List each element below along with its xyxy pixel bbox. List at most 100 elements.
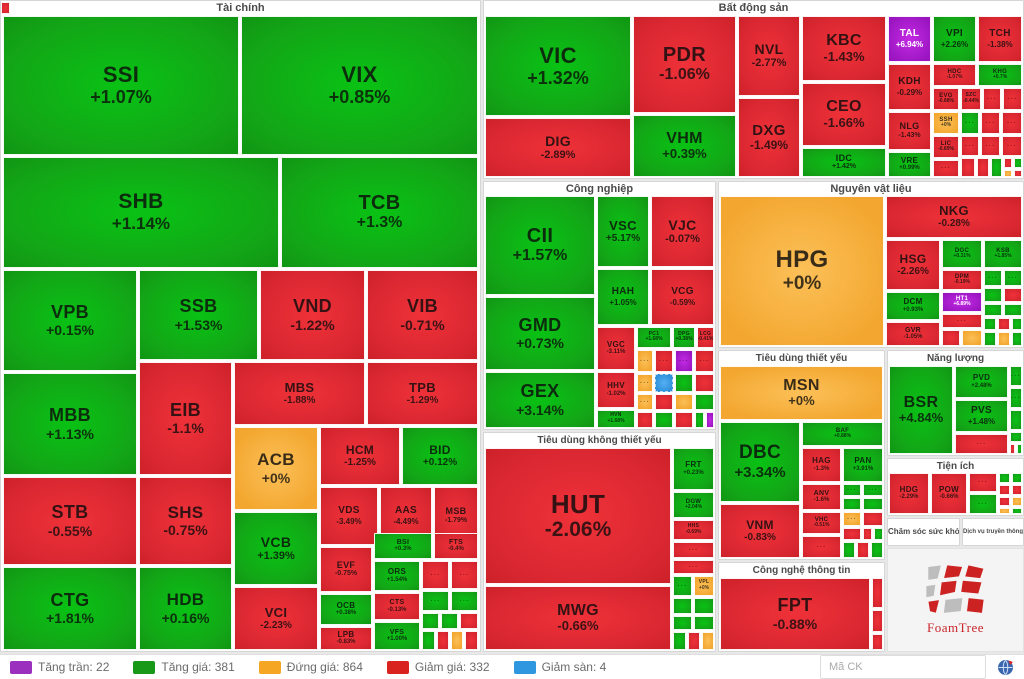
stock-ors[interactable]: ORS +1.54% (374, 561, 420, 591)
stock-tile[interactable]: ··· (673, 542, 714, 558)
stock-tile[interactable] (1004, 170, 1012, 177)
stock-ssi[interactable]: SSI +1.07% (3, 16, 239, 155)
stock-tile[interactable] (694, 598, 714, 614)
stock-tile[interactable] (1004, 288, 1022, 302)
stock-ssb[interactable]: SSB +1.53% (139, 270, 258, 360)
stock-tile[interactable]: ··· (843, 484, 861, 496)
stock-tile[interactable] (451, 631, 463, 650)
stock-tile[interactable] (673, 598, 692, 614)
stock-tile[interactable] (999, 508, 1010, 514)
stock-vnd[interactable]: VND -1.22% (260, 270, 365, 360)
stock-tile[interactable] (655, 374, 673, 392)
stock-tile[interactable]: ··· (802, 536, 841, 558)
stock-tile[interactable] (984, 332, 996, 346)
stock-tile[interactable] (437, 631, 449, 650)
stock-lcg[interactable]: LCG -0.41% (697, 327, 714, 348)
stock-bsr[interactable]: BSR +4.84% (889, 366, 953, 454)
stock-tile[interactable]: ··· (637, 374, 653, 392)
stock-hdb[interactable]: HDB +0.16% (139, 567, 232, 650)
stock-tile[interactable]: ··· (1003, 88, 1022, 110)
stock-pvs[interactable]: PVS +1.48% (955, 400, 1008, 432)
stock-lic[interactable]: LIC -0.89% (933, 136, 959, 158)
stock-tile[interactable] (702, 632, 714, 650)
stock-tile[interactable] (422, 613, 439, 629)
stock-tile[interactable]: ··· (675, 350, 693, 372)
stock-tile[interactable] (863, 512, 883, 526)
stock-hhv[interactable]: HHV -1.02% (597, 372, 635, 408)
stock-pow[interactable]: POW -0.66% (931, 473, 967, 514)
stock-tile[interactable] (1012, 473, 1022, 483)
stock-shb[interactable]: SHB +1.14% (3, 157, 279, 268)
stock-tile[interactable]: ··· (637, 350, 653, 372)
stock-ocb[interactable]: OCB +0.38% (320, 594, 372, 625)
stock-vic[interactable]: VIC +1.32% (485, 16, 631, 116)
stock-tile[interactable]: ··· (981, 136, 1000, 156)
stock-tile[interactable] (695, 412, 704, 428)
stock-tile[interactable]: ··· (1010, 388, 1022, 408)
stock-tile[interactable]: ··· (961, 112, 979, 134)
stock-pvd[interactable]: PVD +2.48% (955, 366, 1008, 398)
stock-tile[interactable]: ··· (422, 561, 449, 589)
stock-tal[interactable]: TAL +6.94% (888, 16, 931, 62)
stock-tile[interactable] (1004, 304, 1022, 316)
stock-tile[interactable]: ··· (1002, 112, 1022, 134)
stock-tile[interactable] (961, 158, 975, 177)
stock-tile[interactable] (673, 632, 686, 650)
stock-tile[interactable] (465, 631, 478, 650)
stock-kbc[interactable]: KBC -1.43% (802, 16, 886, 81)
stock-vre[interactable]: VRE +0.99% (888, 152, 931, 177)
stock-tile[interactable] (673, 616, 692, 630)
stock-stb[interactable]: STB -0.55% (3, 477, 137, 565)
stock-dig[interactable]: DIG -2.89% (485, 118, 631, 177)
stock-tile[interactable] (843, 528, 861, 540)
stock-tile[interactable] (441, 613, 458, 629)
stock-tile[interactable] (984, 288, 1002, 302)
stock-vjc[interactable]: VJC -0.07% (651, 196, 714, 267)
stock-szc[interactable]: SZC -0.44% (961, 88, 981, 110)
stock-vfs[interactable]: VFS +1.00% (374, 622, 420, 650)
stock-vgc[interactable]: VGC -3.11% (597, 327, 635, 370)
stock-tile[interactable]: ··· (673, 560, 714, 574)
stock-vpi[interactable]: VPI +2.26% (933, 16, 976, 62)
stock-anv[interactable]: ANV -1.6% (802, 484, 841, 510)
stock-cii[interactable]: CII +1.57% (485, 196, 595, 295)
stock-fts[interactable]: FTS -0.4% (434, 533, 478, 559)
stock-tile[interactable] (1004, 158, 1012, 168)
stock-tile[interactable] (872, 578, 883, 608)
stock-frt[interactable]: FRT +0.23% (673, 448, 714, 490)
stock-hah[interactable]: HAH +1.05% (597, 269, 649, 325)
stock-tile[interactable]: ··· (955, 434, 1008, 454)
stock-pan[interactable]: PAN +3.91% (843, 448, 883, 482)
stock-tcb[interactable]: TCB +1.3% (281, 157, 478, 268)
stock-tile[interactable]: ··· (673, 576, 692, 596)
stock-mwg[interactable]: MWG -0.66% (485, 586, 671, 650)
stock-tile[interactable]: ··· (695, 350, 714, 372)
stock-vib[interactable]: VIB -0.71% (367, 270, 478, 360)
stock-tile[interactable] (1010, 432, 1022, 442)
stock-tile[interactable] (863, 498, 883, 510)
stock-evg[interactable]: EVG -0.88% (933, 88, 959, 110)
stock-tile[interactable] (1017, 444, 1022, 454)
stock-tile[interactable] (857, 542, 869, 558)
stock-tile[interactable] (1012, 497, 1022, 506)
stock-tile[interactable] (460, 613, 478, 629)
stock-vci[interactable]: VCI -2.23% (234, 587, 318, 650)
stock-tile[interactable]: ··· (863, 484, 883, 496)
stock-dbc[interactable]: DBC +3.34% (720, 422, 800, 502)
stock-tile[interactable]: ··· (655, 350, 673, 372)
stock-hcm[interactable]: HCM -1.25% (320, 427, 400, 485)
stock-acb[interactable]: ACB +0% (234, 427, 318, 510)
stock-vix[interactable]: VIX +0.85% (241, 16, 478, 155)
stock-dpg[interactable]: DPG +0.38% (673, 327, 695, 348)
stock-pc1[interactable]: PC1 +1.68% (637, 327, 671, 348)
stock-hsg[interactable]: HSG -2.26% (886, 240, 940, 290)
stock-tile[interactable]: ··· (969, 494, 997, 514)
stock-vcb[interactable]: VCB +1.39% (234, 512, 318, 585)
stock-tile[interactable] (655, 412, 673, 428)
stock-hhs[interactable]: HHS -0.69% (673, 520, 714, 540)
stock-tile[interactable] (871, 542, 883, 558)
stock-ctg[interactable]: CTG +1.81% (3, 567, 137, 650)
stock-hut[interactable]: HUT -2.06% (485, 448, 671, 584)
stock-tile[interactable] (1012, 332, 1022, 346)
stock-tile[interactable]: ··· (942, 314, 982, 328)
